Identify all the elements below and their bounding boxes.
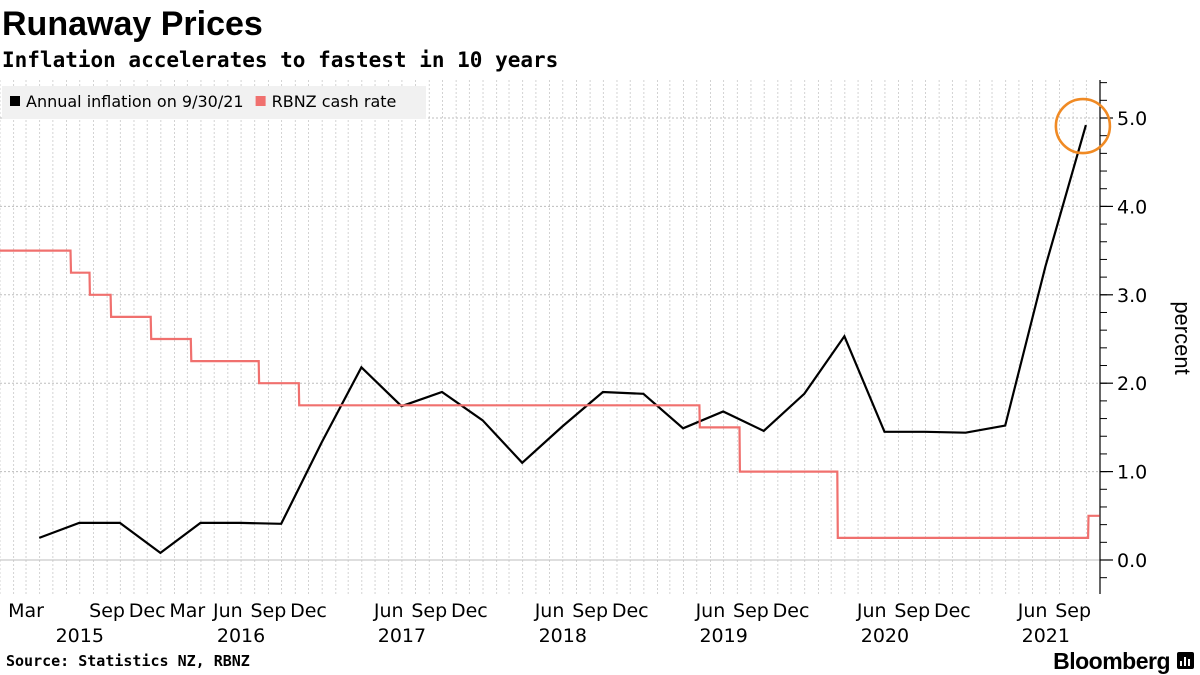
x-month-label: Dec <box>129 600 166 622</box>
x-month-label: Jun <box>212 600 243 622</box>
x-month-label: Mar <box>8 600 44 622</box>
x-month-label: Sep <box>1055 600 1091 622</box>
cash-rate-line <box>0 249 1100 539</box>
highlight-circle <box>1054 97 1112 155</box>
x-month-label: Dec <box>612 600 649 622</box>
x-month-label: Dec <box>934 600 971 622</box>
x-month-label: Sep <box>411 600 447 622</box>
inflation-line <box>38 124 1087 555</box>
grid-lines <box>0 80 1101 594</box>
x-year-label: 2018 <box>539 625 587 647</box>
y-tick-label: 4.0 <box>1117 196 1147 218</box>
x-month-label: Dec <box>451 600 488 622</box>
x-month-label: Sep <box>250 600 286 622</box>
x-year-label: 2020 <box>861 625 909 647</box>
x-month-label: Jun <box>534 600 565 622</box>
x-month-label: Jun <box>695 600 726 622</box>
x-year-label: 2016 <box>217 625 265 647</box>
y-tick-label: 2.0 <box>1117 373 1147 395</box>
y-axis: 0.0 1.0 2.0 3.0 4.0 5.0 <box>1099 80 1147 594</box>
x-year-label: 2021 <box>1022 625 1070 647</box>
legend-box <box>2 86 426 119</box>
x-year-label: 2019 <box>699 625 747 647</box>
x-month-label: Sep <box>894 600 930 622</box>
series-lines <box>0 97 1112 555</box>
y-axis-label: percent <box>1170 301 1195 374</box>
x-month-label: Sep <box>89 600 125 622</box>
y-tick-label: 3.0 <box>1117 285 1147 307</box>
x-year-label: 2017 <box>378 625 426 647</box>
y-tick-label: 5.0 <box>1117 108 1147 130</box>
x-month-label: Sep <box>733 600 769 622</box>
x-month-label: Sep <box>572 600 608 622</box>
legend-swatch <box>255 96 266 106</box>
x-axis-labels: Mar Sep Dec Mar Jun Sep Dec Jun Sep Dec Jun Sep Dec J… <box>8 600 1091 647</box>
legend-label: Annual inflation on 9/30/21 <box>26 92 244 111</box>
x-month-label: Jun <box>856 600 887 622</box>
chart-subtitle: Inflation accelerates to fastest in 10 y… <box>2 48 559 72</box>
source-note: Source: Statistics NZ, RBNZ <box>6 652 250 670</box>
bloomberg-logo: Bloomberg <box>1053 648 1170 674</box>
x-year-label: 2015 <box>56 625 104 647</box>
y-tick-label: 1.0 <box>1117 462 1147 484</box>
legend: Annual inflation on 9/30/21 RBNZ cash rat… <box>2 86 426 119</box>
x-month-label: Dec <box>773 600 810 622</box>
chart-title: Runaway Prices <box>2 5 263 43</box>
x-month-label: Dec <box>290 600 327 622</box>
legend-label: RBNZ cash rate <box>272 92 397 111</box>
legend-swatch <box>10 96 20 106</box>
bloomberg-terminal-icon <box>1177 652 1194 669</box>
x-month-label: Jun <box>373 600 404 622</box>
y-tick-label: 0.0 <box>1117 550 1147 572</box>
x-month-label: Jun <box>1017 600 1048 622</box>
x-month-label: Mar <box>169 600 205 622</box>
